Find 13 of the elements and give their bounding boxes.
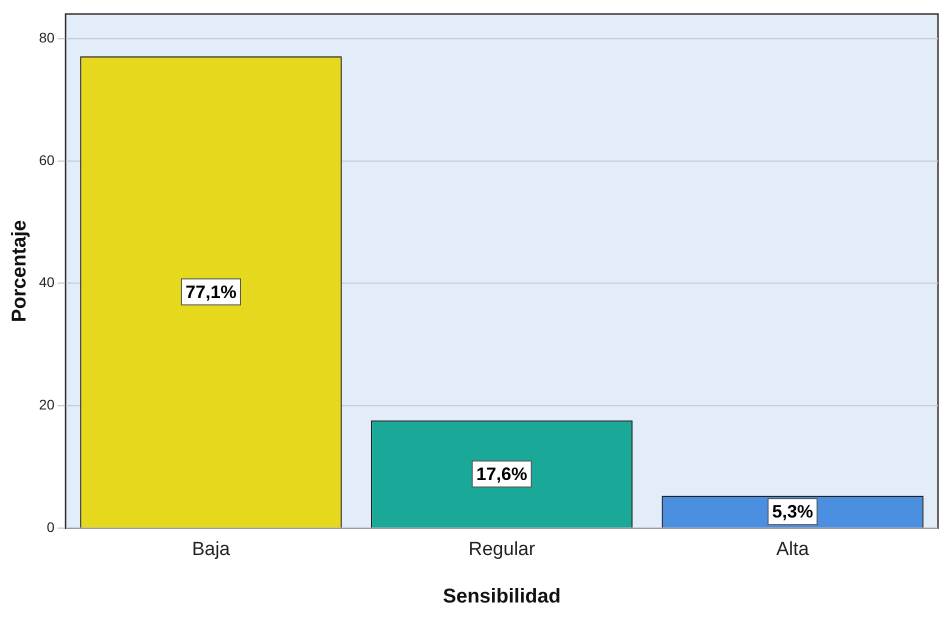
data-label: 77,1% [185, 282, 236, 302]
x-tick-label: Alta [776, 538, 810, 560]
y-tick-label: 80 [38, 29, 55, 46]
y-tick-label: 60 [38, 152, 55, 168]
x-tick-label: Baja [192, 538, 230, 560]
data-label: 17,6% [476, 464, 528, 484]
x-axis-title: Sensibilidad [442, 586, 561, 608]
data-label: 5,3% [772, 502, 814, 522]
y-tick-label: 20 [38, 396, 55, 413]
y-axis-title: Porcentaje [8, 220, 31, 322]
x-tick-label: Regular [468, 538, 536, 560]
y-tick-label: 0 [46, 519, 55, 536]
y-tick-label: 40 [38, 274, 55, 290]
